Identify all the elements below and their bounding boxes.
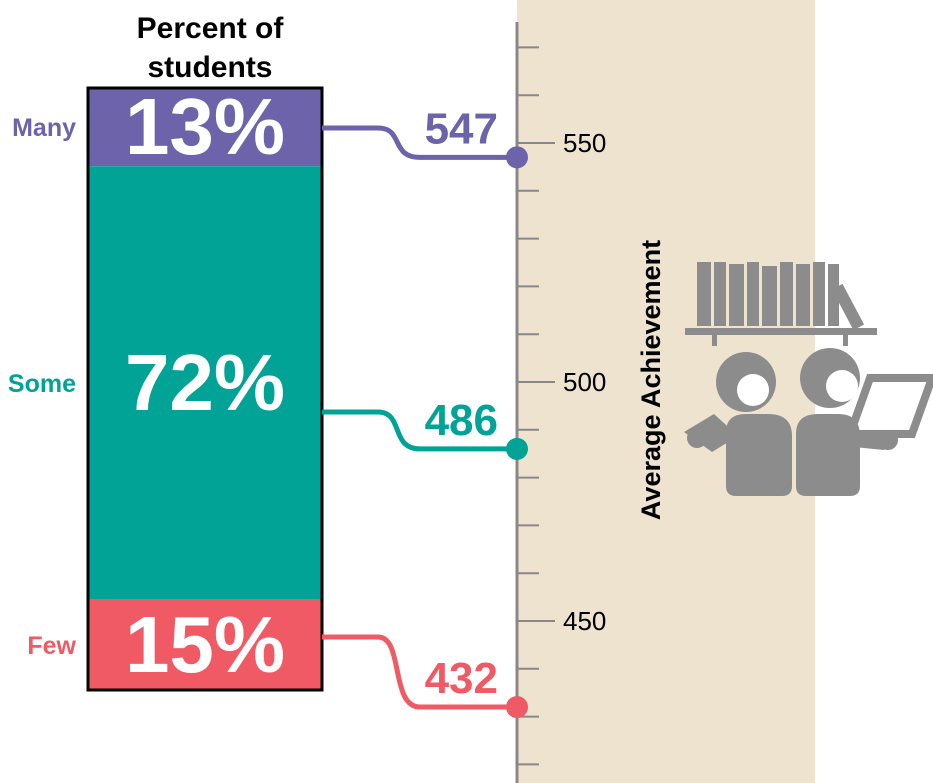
category-label-some: Some xyxy=(8,370,76,398)
students-reading-icon xyxy=(684,262,933,496)
achievement-value-many: 547 xyxy=(425,104,498,153)
student-with-book-icon xyxy=(684,352,792,496)
chart-title-line-1: Percent of xyxy=(137,12,285,45)
achievement-point-some xyxy=(506,437,528,460)
tick-label-500: 500 xyxy=(563,367,606,397)
category-label-few: Few xyxy=(27,632,76,660)
percent-label-some: 72% xyxy=(125,338,285,427)
achievement-value-few: 432 xyxy=(425,654,498,703)
achievement-point-many xyxy=(506,146,528,169)
connector-line-many xyxy=(322,125,517,160)
category-label-many: Many xyxy=(12,114,76,142)
achievement-connectors: 547 486 432 xyxy=(322,104,528,719)
bar-segment-few xyxy=(88,599,322,690)
tick-label-450: 450 xyxy=(563,606,606,636)
connector-line-some xyxy=(322,409,517,452)
achievement-point-few xyxy=(506,696,528,719)
percent-label-few: 15% xyxy=(125,600,285,689)
y-axis-label: Average Achievement xyxy=(636,240,666,520)
student-with-laptop-icon xyxy=(796,348,933,496)
tick-label-550: 550 xyxy=(563,128,606,158)
bookshelf-icon xyxy=(685,262,877,346)
stacked-percent-bar: 13% Many 72% Some 15% Few xyxy=(8,82,324,692)
bar-outline xyxy=(86,86,324,692)
achievement-value-some: 486 xyxy=(425,396,498,445)
chart-title-line-2: students xyxy=(147,51,272,84)
bar-segment-some xyxy=(88,166,322,600)
bar-segment-many xyxy=(88,88,322,167)
percent-label-many: 13% xyxy=(125,82,285,171)
connector-line-few xyxy=(322,634,517,710)
